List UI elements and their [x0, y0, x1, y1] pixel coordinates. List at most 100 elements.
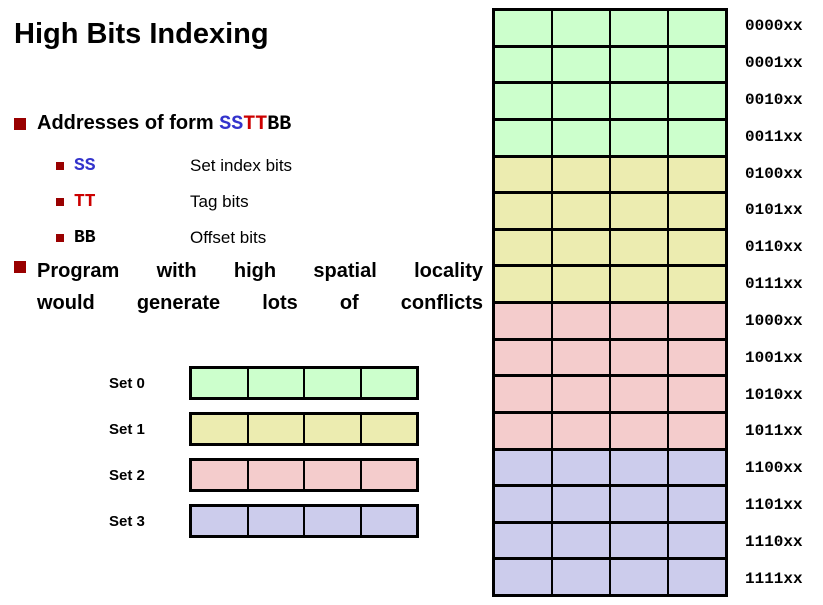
memory-row — [495, 560, 725, 594]
memory-row-label: 1101xx — [745, 495, 803, 514]
memory-row-label: 1100xx — [745, 459, 803, 478]
memory-row — [495, 84, 725, 118]
memory-cell — [611, 487, 667, 521]
bullet-square-icon — [14, 118, 26, 130]
memory-row-label: 0100xx — [745, 164, 803, 183]
memory-cell — [669, 377, 725, 411]
memory-cell — [669, 267, 725, 301]
memory-cell — [553, 523, 609, 558]
bullet-addresses: Addresses of form SSTTBB — [14, 112, 291, 136]
addr-ss: SS — [219, 113, 244, 136]
memory-row — [495, 267, 725, 301]
memory-cell — [495, 157, 551, 192]
memory-cell — [669, 340, 725, 375]
memory-row-label: 0011xx — [745, 127, 803, 146]
memory-cell — [669, 47, 725, 82]
memory-cell — [611, 523, 667, 558]
memory-row — [495, 230, 725, 265]
memory-cell — [495, 230, 551, 265]
memory-cell — [495, 120, 551, 155]
memory-cell — [669, 84, 725, 118]
cache-line-cell — [361, 507, 416, 535]
memory-cell — [553, 11, 609, 45]
memory-cell — [553, 84, 609, 118]
memory-address-grid — [492, 8, 728, 597]
cache-line-cell — [248, 369, 303, 397]
cache-line-cell — [192, 415, 247, 443]
memory-cell — [495, 560, 551, 594]
sub-bullet-square-icon — [56, 234, 64, 242]
memory-cell — [553, 413, 609, 448]
memory-cell — [553, 267, 609, 301]
memory-row-label: 0101xx — [745, 201, 803, 220]
memory-cell — [611, 560, 667, 594]
memory-cell — [669, 11, 725, 45]
desc-offset-bits: Offset bits — [190, 228, 267, 247]
cache-set-diagram: Set 0 Set 1 Set 2 Set 3 — [109, 366, 419, 550]
memory-cell — [495, 413, 551, 448]
cache-set-row: Set 1 — [109, 412, 419, 446]
cache-set-row: Set 0 — [109, 366, 419, 400]
bullet2-line1: Program with high spatial locality — [37, 260, 483, 282]
memory-row — [495, 523, 725, 558]
memory-cell — [495, 523, 551, 558]
memory-cell — [669, 413, 725, 448]
cache-set-label: Set 1 — [109, 420, 145, 438]
memory-row-label: 1000xx — [745, 311, 803, 330]
sub-bullet-square-icon — [56, 162, 64, 170]
memory-cell — [611, 84, 667, 118]
addr-tt: TT — [243, 113, 268, 136]
memory-cell — [611, 11, 667, 45]
memory-cell — [669, 304, 725, 338]
list-item-offset-bits: BB Offset bits — [56, 220, 292, 256]
cache-set-grid — [189, 504, 419, 538]
memory-cell — [669, 157, 725, 192]
cache-line-cell — [248, 461, 303, 489]
memory-row-label: 1010xx — [745, 385, 803, 404]
memory-cell — [669, 487, 725, 521]
memory-cell — [669, 194, 725, 228]
memory-cell — [495, 84, 551, 118]
memory-cell — [553, 47, 609, 82]
memory-cell — [553, 487, 609, 521]
cache-line-cell — [248, 415, 303, 443]
memory-cell — [611, 120, 667, 155]
cache-line-cell — [305, 415, 360, 443]
memory-cell — [669, 120, 725, 155]
cache-set-grid — [189, 458, 419, 492]
cache-line-cell — [305, 369, 360, 397]
memory-row — [495, 120, 725, 155]
memory-cell — [611, 194, 667, 228]
term-tt: TT — [74, 192, 96, 212]
memory-cell — [495, 194, 551, 228]
bullet2-line2: would generate lots of conflicts — [37, 292, 483, 314]
memory-row — [495, 194, 725, 228]
cache-line-cell — [305, 461, 360, 489]
memory-row — [495, 11, 725, 45]
memory-row — [495, 450, 725, 485]
memory-cell — [553, 377, 609, 411]
memory-cell — [611, 47, 667, 82]
addr-prefix: Addresses of form — [37, 112, 220, 134]
memory-cell — [495, 267, 551, 301]
memory-cell — [495, 304, 551, 338]
cache-line-cell — [361, 415, 416, 443]
memory-cell — [553, 340, 609, 375]
cache-set-grid — [189, 412, 419, 446]
sub-bullet-square-icon — [56, 198, 64, 206]
cache-set-row: Set 3 — [109, 504, 419, 538]
memory-cell — [611, 450, 667, 485]
memory-row-label: 1111xx — [745, 569, 803, 588]
memory-cell — [611, 377, 667, 411]
memory-row — [495, 487, 725, 521]
memory-cell — [495, 487, 551, 521]
memory-row-label: 0111xx — [745, 275, 803, 294]
bullet-square-icon — [14, 261, 26, 273]
term-bb: BB — [74, 228, 96, 248]
memory-cell — [553, 304, 609, 338]
desc-set-index-bits: Set index bits — [190, 156, 293, 175]
memory-cell — [553, 194, 609, 228]
memory-row — [495, 340, 725, 375]
memory-row — [495, 157, 725, 192]
